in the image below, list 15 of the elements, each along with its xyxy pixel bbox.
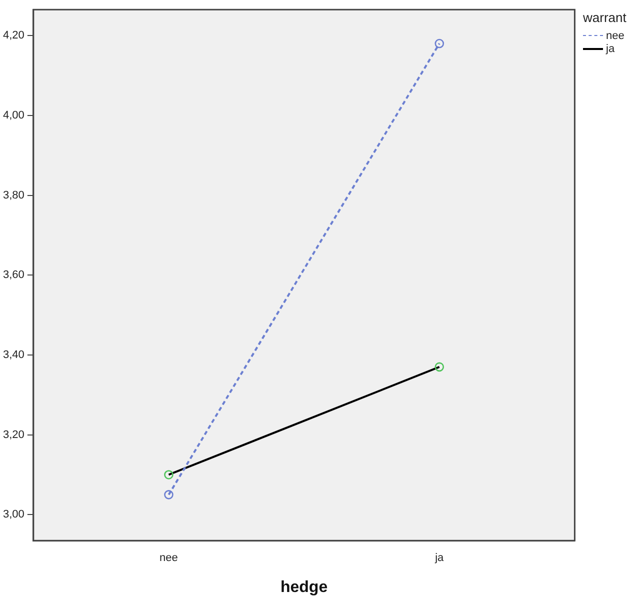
point [434,362,444,372]
legend-title: warrant [583,10,626,25]
y-tick-label: 4,00 [2,109,24,122]
y-tick-label: 3,20 [2,428,24,441]
legend-label: nee [606,30,624,42]
x-axis-title: hedge [280,578,328,596]
y-tick-label: 3,40 [2,348,24,361]
point [164,470,174,480]
point [434,38,444,48]
y-tick-label: 3,60 [2,269,24,282]
point [164,490,174,500]
y-tick-label: 3,80 [2,189,24,202]
y-tick-label: 4,20 [2,30,24,42]
legend-label: ja [606,42,615,54]
y-tick-label: 3,00 [2,508,24,521]
